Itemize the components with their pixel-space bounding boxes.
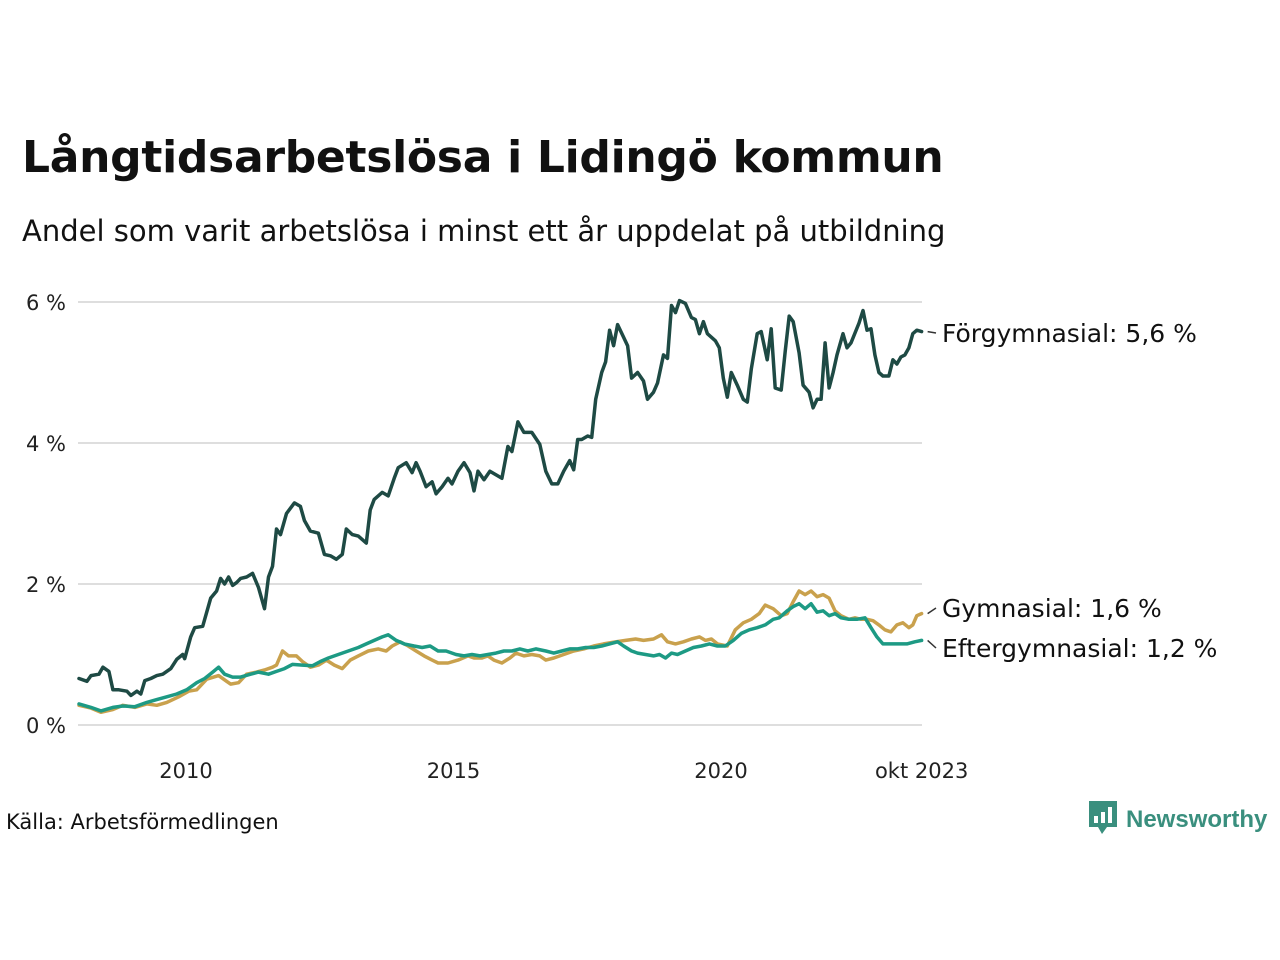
bar-chart-speech-bubble-icon [1088,800,1118,840]
series-labels: Förgymnasial: 5,6 % Gymnasial: 1,6 % Efter… [927,319,1217,663]
y-tick-label: 6 % [26,291,66,315]
chart-subtitle: Andel som varit arbetslösa i minst ett å… [22,214,946,248]
series-line-förgymnasial [77,298,924,698]
source-note: Källa: Arbetsförmedlingen [6,810,279,834]
series-label-gymnasial: Gymnasial: 1,6 % [942,594,1162,623]
chart-title: Långtidsarbetslösa i Lidingö kommun [22,132,944,183]
brand-name: Newsworthy [1126,806,1268,833]
x-tick-label: okt 2023 [875,759,968,783]
grid-lines [78,301,922,726]
series-line-eftergymnasial [77,601,924,713]
label-leader [927,607,937,615]
label-leader [927,330,937,334]
x-tick-label: 2020 [694,759,747,783]
series-label-eftergymnasial: Eftergymnasial: 1,2 % [942,634,1217,663]
brand-logo[interactable]: Newsworthy [1088,800,1267,840]
x-tick-label: 2010 [159,759,212,783]
x-tick-label: 2015 [427,759,480,783]
y-tick-label: 0 % [26,714,66,738]
series-lines [77,298,924,715]
y-tick-label: 2 % [26,573,66,597]
label-leader [927,639,937,649]
series-label-förgymnasial: Förgymnasial: 5,6 % [942,319,1197,348]
axis-ticks: 0 % 2 % 4 % 6 % 2010 2015 2020 okt 2023 [26,291,968,783]
y-tick-label: 4 % [26,432,66,456]
